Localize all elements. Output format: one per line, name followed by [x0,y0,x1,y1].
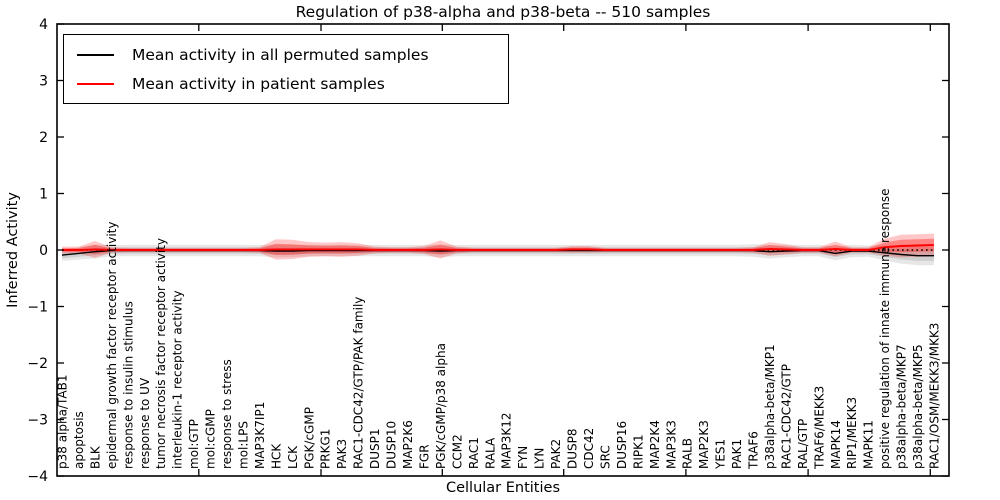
x-category-label: mol:LPS [237,421,251,469]
y-axis-title: Inferred Activity [5,192,21,308]
x-category-label: RAL/GTP [796,419,810,469]
x-category-label: MAP2K6 [401,420,415,469]
x-category-label: RAC1/OSM/MEKK3/MKK3 [928,323,942,469]
band-patient-outer [62,233,934,260]
x-category-label: mol:GTP [187,419,201,469]
y-tick-label: −2 [27,356,48,372]
x-category-label: PAK2 [549,439,563,469]
x-category-label: PAK3 [335,439,349,469]
legend-line-swatch-patient [77,82,114,85]
x-category-label: SRC [598,445,612,469]
y-tick-label: 1 [39,187,48,203]
x-category-label: MAP3K12 [500,412,514,469]
x-category-label: response to UV [138,377,152,469]
x-category-label: MAP3K7IP1 [253,402,267,469]
x-category-label: TRAF6/MEKK3 [812,386,826,470]
x-category-label: mol:cGMP [204,409,218,469]
x-category-label: p38 alpha/TAB1 [56,375,70,469]
x-category-label: p38alpha-beta/MKP7 [895,344,909,469]
x-category-label: positive regulation of innate immune res… [878,189,892,469]
x-category-label: MAP3K3 [664,420,678,469]
x-category-label: PAK1 [730,439,744,469]
series-line-patient [62,243,935,251]
y-tick-label: −4 [27,469,48,485]
x-category-label: MAPK14 [829,420,843,469]
legend: Mean activity in all permuted samples Me… [63,34,509,104]
x-category-label: MAP2K3 [697,420,711,469]
x-category-label: DUSP1 [368,428,382,469]
y-tick-label: 4 [39,17,48,33]
x-category-label: response to insulin stimulus [121,301,135,469]
x-category-label: apoptosis [72,411,86,469]
x-category-label: RAC1-CDC42/GTP [779,364,793,469]
x-category-label: CCM2 [450,434,464,469]
x-category-label: LYN [533,448,547,469]
y-tick-label: 0 [39,243,48,259]
y-tick-label: 2 [39,130,48,146]
y-tick-label: −1 [27,300,48,316]
chart-title: Regulation of p38-alpha and p38-beta -- … [295,3,711,21]
legend-label-patient: Mean activity in patient samples [132,74,385,93]
legend-item-permuted: Mean activity in all permuted samples [77,40,498,69]
x-category-label: p38alpha-beta/MKP5 [911,344,925,469]
x-category-label: interleukin-1 receptor activity [171,290,185,469]
x-category-label: RIPK1 [631,434,645,469]
x-category-label: PGK/cGMP [302,407,316,469]
legend-line-swatch-permuted [77,53,114,56]
x-category-label: RAC1-CDC42/GTP/PAK family [352,297,366,469]
x-category-label: FYN [516,446,530,469]
x-category-label: FGR [418,444,432,469]
x-category-label: MAP2K4 [648,420,662,469]
x-category-label: DUSP10 [385,421,399,469]
x-category-label: BLK [88,445,102,469]
x-category-label: RAC1 [467,437,481,469]
y-tick-label: 3 [39,74,48,90]
x-axis-title: Cellular Entities [445,480,561,496]
x-category-label: DUSP8 [566,428,580,469]
x-category-label: response to stress [220,359,234,469]
y-tick-label: −3 [27,413,48,429]
x-category-label: HCK [269,443,283,469]
x-category-label: RIP1/MEKK3 [845,397,859,469]
legend-label-permuted: Mean activity in all permuted samples [132,45,429,64]
x-category-label: tumor necrosis factor receptor activity [154,238,168,469]
x-category-label: RALA [483,437,497,469]
x-category-label: epidermal growth factor receptor activit… [105,222,119,469]
x-category-label: PRKG1 [319,429,333,469]
legend-item-patient: Mean activity in patient samples [77,69,498,98]
x-category-label: CDC42 [582,428,596,469]
x-category-label: LCK [286,445,300,469]
x-category-label: DUSP16 [615,421,629,469]
x-category-label: PGK/cGMP/p38 alpha [434,343,448,469]
x-category-label: p38alpha-beta/MKP1 [763,344,777,469]
x-category-label: RALB [681,438,695,469]
x-category-label: TRAF6 [747,431,761,470]
x-category-label: YES1 [714,439,728,470]
x-category-label: MAPK11 [862,420,876,469]
